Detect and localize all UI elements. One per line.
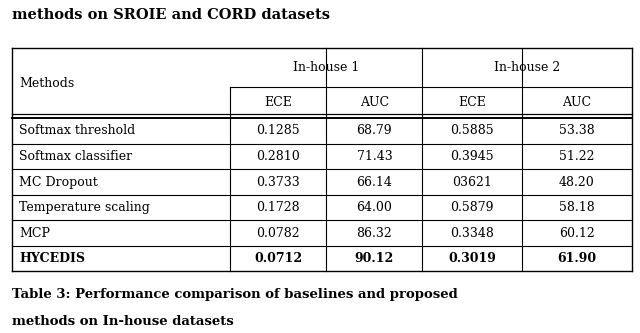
Text: 60.12: 60.12 xyxy=(559,226,595,240)
Text: 0.5879: 0.5879 xyxy=(451,201,493,214)
Text: In-house 1: In-house 1 xyxy=(293,61,360,74)
Text: 68.79: 68.79 xyxy=(356,125,392,138)
Text: 0.3733: 0.3733 xyxy=(257,175,300,188)
Text: Temperature scaling: Temperature scaling xyxy=(19,201,150,214)
Text: 61.90: 61.90 xyxy=(557,252,596,265)
Text: HYCEDIS: HYCEDIS xyxy=(19,252,85,265)
Text: ECE: ECE xyxy=(264,96,292,109)
Text: 0.1728: 0.1728 xyxy=(257,201,300,214)
Text: 0.1285: 0.1285 xyxy=(257,125,300,138)
Text: MCP: MCP xyxy=(19,226,50,240)
Text: AUC: AUC xyxy=(563,96,591,109)
Text: 64.00: 64.00 xyxy=(356,201,392,214)
Text: Softmax threshold: Softmax threshold xyxy=(19,125,136,138)
Text: 0.0782: 0.0782 xyxy=(257,226,300,240)
Text: 0.3348: 0.3348 xyxy=(450,226,494,240)
Text: Softmax classifier: Softmax classifier xyxy=(19,150,132,163)
Text: In-house 2: In-house 2 xyxy=(494,61,561,74)
Text: 03621: 03621 xyxy=(452,175,492,188)
Text: 0.0712: 0.0712 xyxy=(254,252,303,265)
Text: 58.18: 58.18 xyxy=(559,201,595,214)
Text: 71.43: 71.43 xyxy=(356,150,392,163)
Text: 53.38: 53.38 xyxy=(559,125,595,138)
Text: 0.5885: 0.5885 xyxy=(450,125,494,138)
Text: methods on SROIE and CORD datasets: methods on SROIE and CORD datasets xyxy=(12,8,330,22)
Text: 86.32: 86.32 xyxy=(356,226,392,240)
Text: Methods: Methods xyxy=(19,77,74,90)
Text: 51.22: 51.22 xyxy=(559,150,595,163)
Text: 0.2810: 0.2810 xyxy=(257,150,300,163)
Text: Table 3: Performance comparison of baselines and proposed: Table 3: Performance comparison of basel… xyxy=(12,288,457,301)
Text: 90.12: 90.12 xyxy=(355,252,394,265)
Text: ECE: ECE xyxy=(458,96,486,109)
Text: 66.14: 66.14 xyxy=(356,175,392,188)
Text: MC Dropout: MC Dropout xyxy=(19,175,98,188)
Text: methods on In-house datasets: methods on In-house datasets xyxy=(12,315,233,328)
Text: 0.3019: 0.3019 xyxy=(448,252,496,265)
Text: 48.20: 48.20 xyxy=(559,175,595,188)
Text: AUC: AUC xyxy=(360,96,389,109)
Text: 0.3945: 0.3945 xyxy=(450,150,494,163)
